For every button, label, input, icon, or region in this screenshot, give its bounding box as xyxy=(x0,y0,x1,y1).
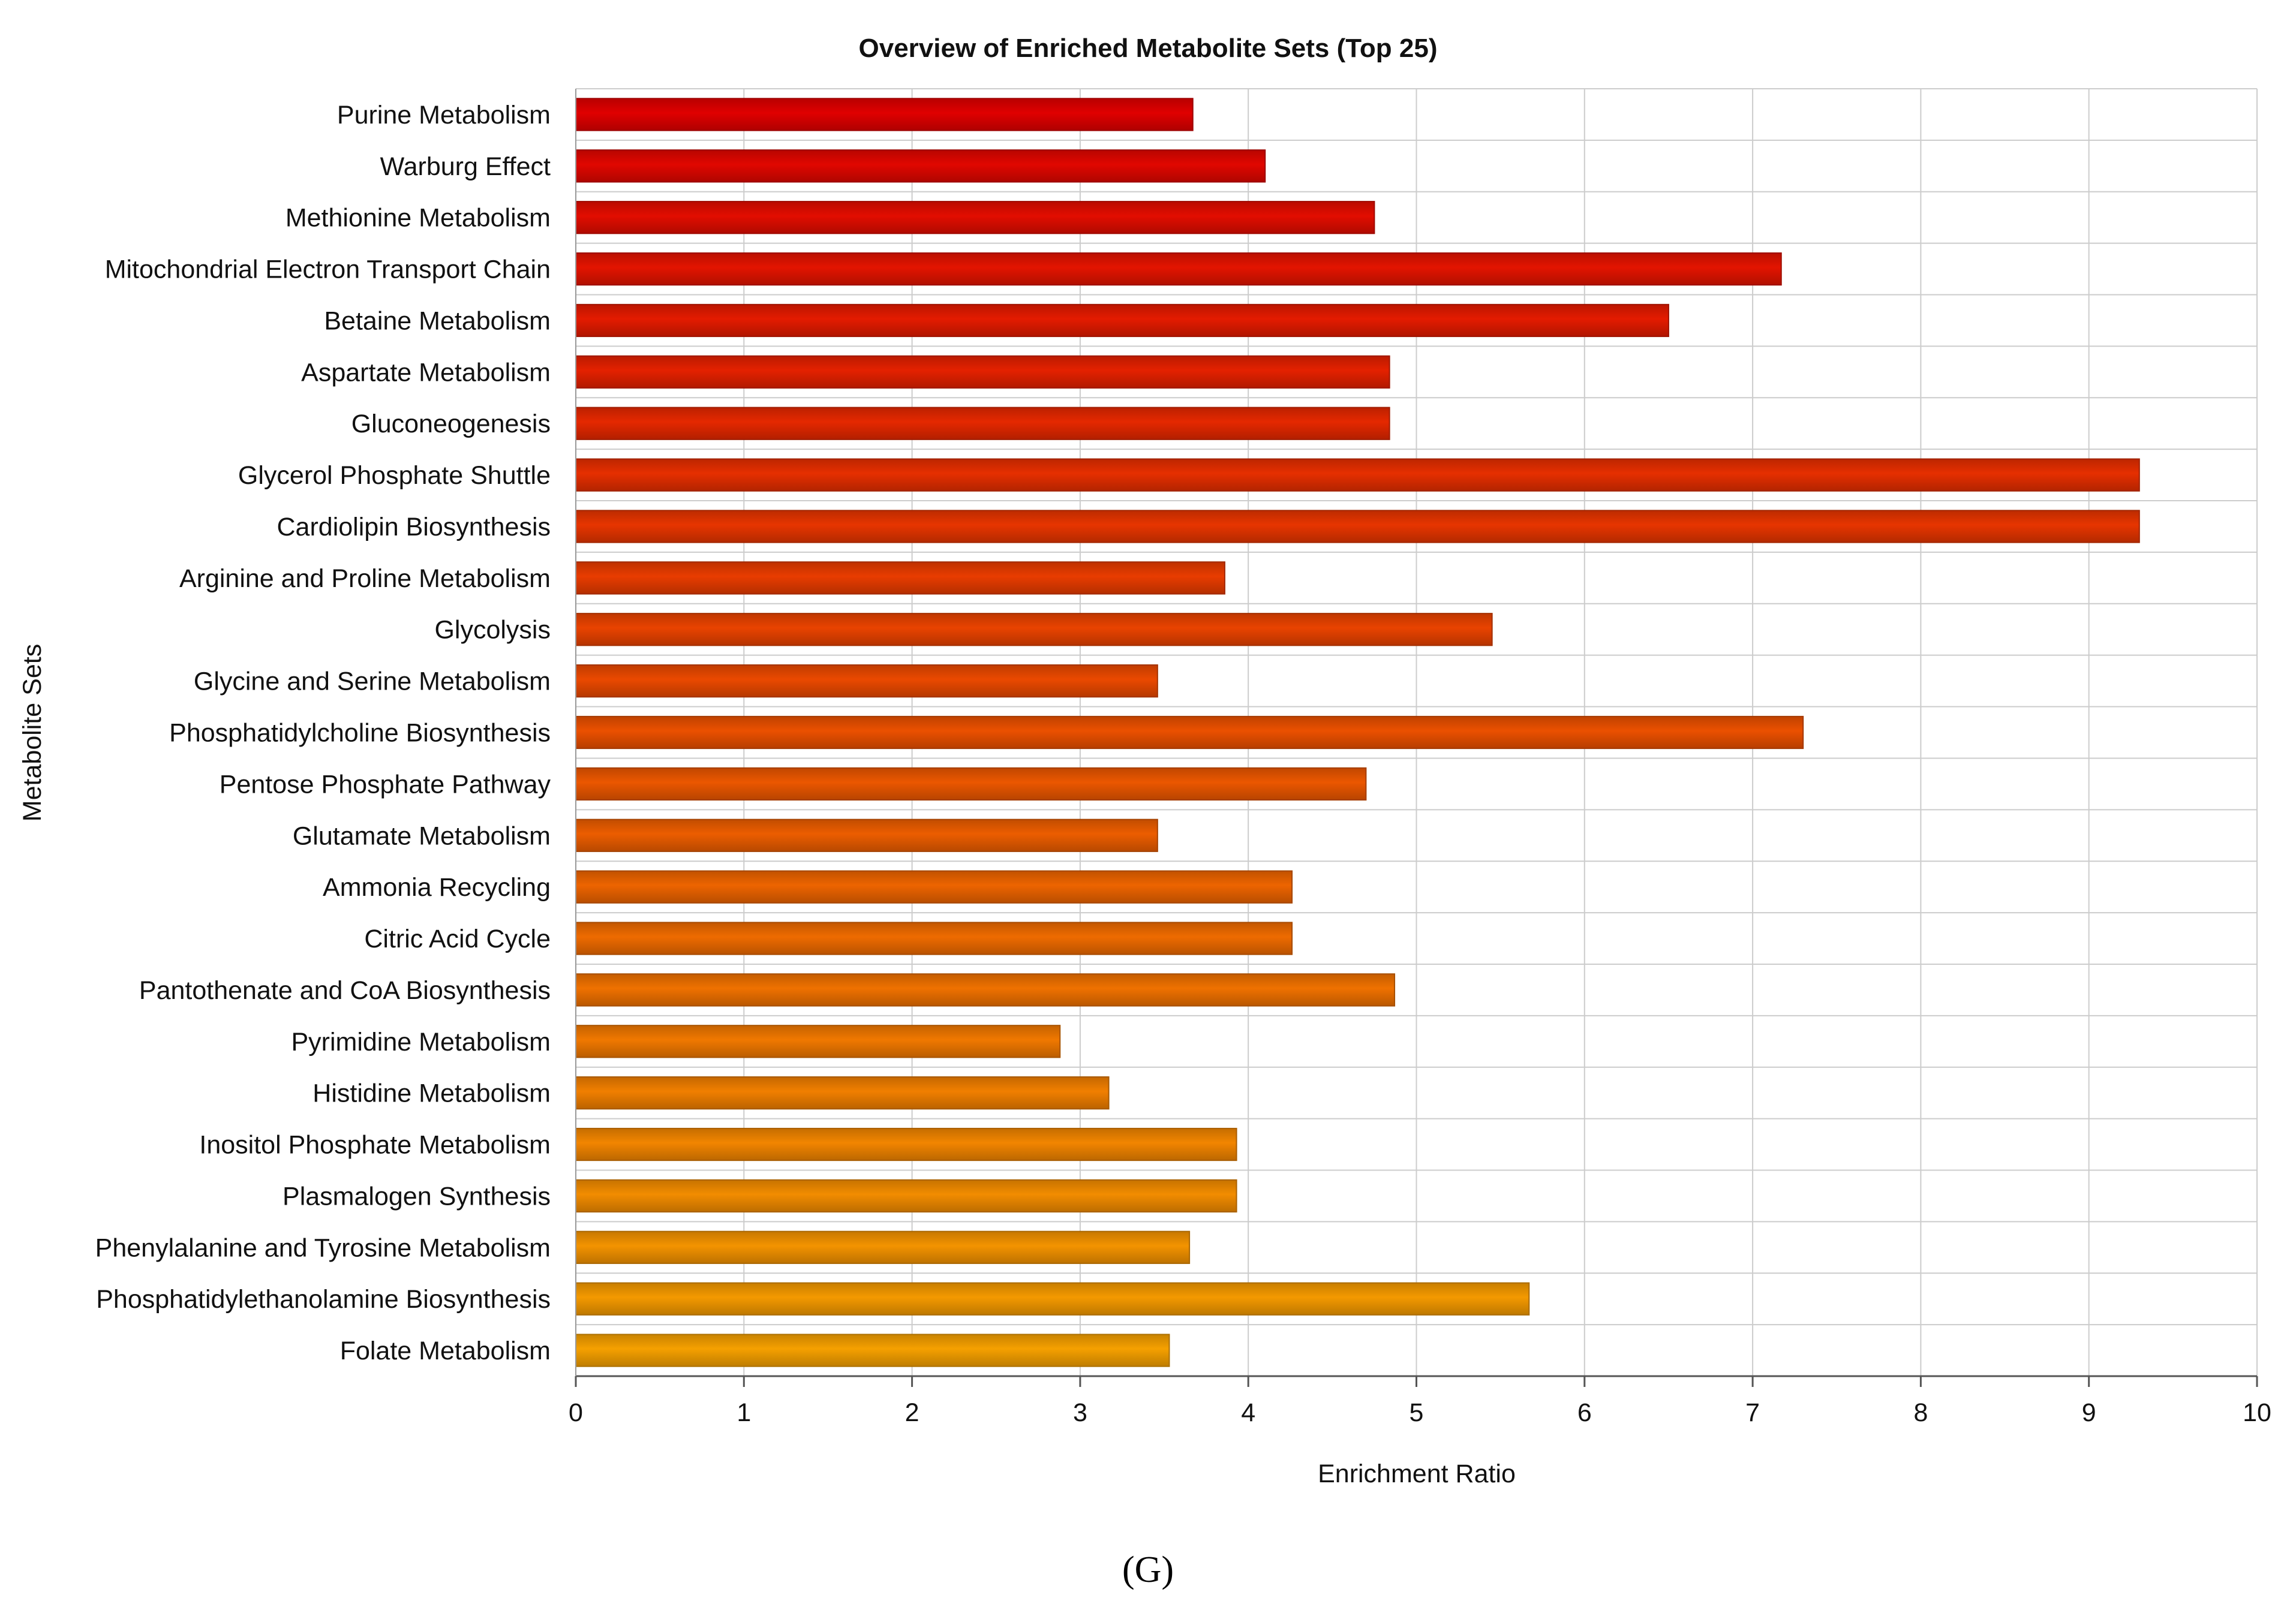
category-labels: Purine Metabolism Warburg Effect Methionin… xyxy=(95,101,551,1365)
bar xyxy=(575,664,1158,698)
x-tick-label: 9 xyxy=(2082,1398,2096,1427)
bar xyxy=(575,922,1293,955)
bar xyxy=(575,201,1375,234)
bar xyxy=(575,98,1194,131)
category-label: Warburg Effect xyxy=(380,152,551,181)
category-label: Inositol Phosphate Metabolism xyxy=(199,1131,551,1160)
bar xyxy=(575,1282,1530,1316)
bar xyxy=(575,715,1804,750)
category-label: Gluconeogenesis xyxy=(351,410,551,438)
panel-label: (G) xyxy=(1122,1549,1174,1590)
x-tick-label: 10 xyxy=(2243,1398,2271,1427)
bar xyxy=(575,1127,1237,1161)
category-label: Aspartate Metabolism xyxy=(301,358,551,387)
category-label: Methionine Metabolism xyxy=(286,204,551,233)
bar xyxy=(575,561,1225,595)
category-label: Pyrimidine Metabolism xyxy=(291,1028,551,1057)
category-label: Pantothenate and CoA Biosynthesis xyxy=(139,976,551,1005)
category-label: Glycolysis xyxy=(434,616,551,645)
chart-title: Overview of Enriched Metabolite Sets (To… xyxy=(859,34,1438,63)
y-axis-label: Metabolite Sets xyxy=(18,644,47,821)
bar xyxy=(575,303,1669,338)
x-tick-label: 7 xyxy=(1745,1398,1760,1427)
category-label: Glutamate Metabolism xyxy=(293,821,551,850)
bar xyxy=(575,818,1158,852)
category-label: Plasmalogen Synthesis xyxy=(283,1182,551,1211)
bar xyxy=(575,510,2140,543)
category-label: Glycine and Serine Metabolism xyxy=(194,667,551,696)
category-label: Phenylalanine and Tyrosine Metabolism xyxy=(95,1233,551,1262)
bar xyxy=(575,1076,1110,1110)
bar xyxy=(575,407,1390,440)
bar xyxy=(575,149,1266,183)
x-tick-label: 2 xyxy=(905,1398,919,1427)
category-label: Cardiolipin Biosynthesis xyxy=(277,513,551,541)
x-tick-label: 4 xyxy=(1241,1398,1255,1427)
bar xyxy=(575,973,1396,1007)
category-label: Glycerol Phosphate Shuttle xyxy=(238,461,551,490)
x-axis-label: Enrichment Ratio xyxy=(1318,1459,1516,1488)
x-axis-ticks: 0 1 2 3 4 5 6 7 8 9 10 xyxy=(569,1376,2271,1427)
category-label: Citric Acid Cycle xyxy=(364,925,551,953)
bar xyxy=(575,870,1293,904)
bar xyxy=(575,1179,1237,1213)
category-label: Betaine Metabolism xyxy=(324,306,551,335)
category-label: Histidine Metabolism xyxy=(312,1079,551,1108)
bar xyxy=(575,767,1367,801)
category-label: Ammonia Recycling xyxy=(323,873,551,902)
x-tick-label: 8 xyxy=(1913,1398,1928,1427)
bars xyxy=(575,98,2140,1367)
x-tick-label: 5 xyxy=(1410,1398,1424,1427)
x-tick-label: 1 xyxy=(737,1398,751,1427)
grid xyxy=(575,88,2258,1377)
category-label: Pentose Phosphate Pathway xyxy=(220,770,551,799)
x-tick-label: 6 xyxy=(1577,1398,1592,1427)
x-tick-label: 3 xyxy=(1073,1398,1087,1427)
bar xyxy=(575,1025,1061,1058)
category-label: Phosphatidylethanolamine Biosynthesis xyxy=(96,1285,551,1314)
category-label: Phosphatidylcholine Biosynthesis xyxy=(169,719,551,748)
bar xyxy=(575,1334,1170,1367)
bar xyxy=(575,355,1390,389)
category-label: Arginine and Proline Metabolism xyxy=(179,564,551,593)
x-tick-label: 0 xyxy=(569,1398,583,1427)
bar xyxy=(575,613,1493,646)
bar xyxy=(575,1230,1191,1264)
category-label: Mitochondrial Electron Transport Chain xyxy=(105,255,551,284)
category-label: Folate Metabolism xyxy=(340,1337,551,1365)
bar xyxy=(575,458,2140,492)
category-label: Purine Metabolism xyxy=(337,101,551,130)
bar xyxy=(575,252,1782,286)
